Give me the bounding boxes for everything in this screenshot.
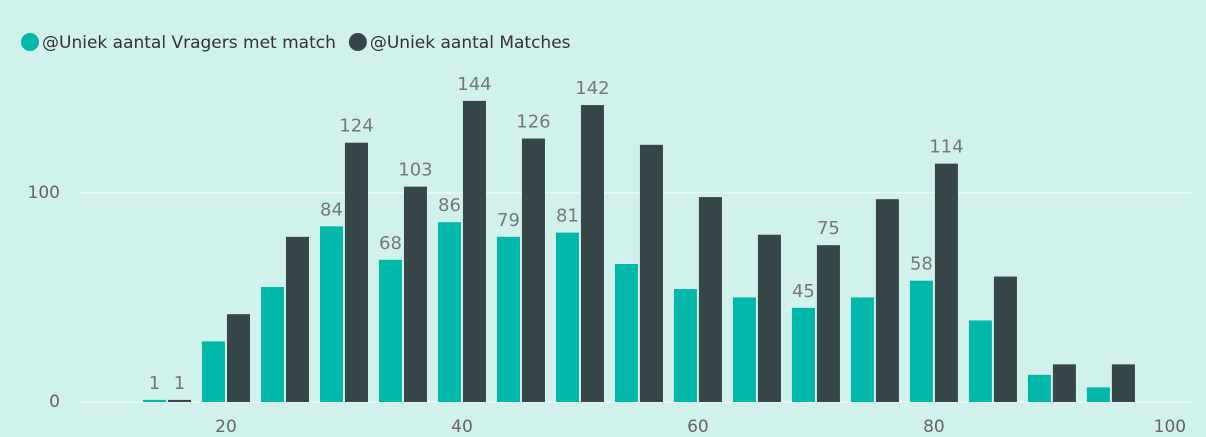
bar [816,245,840,402]
data-label: 1 [174,373,185,394]
bar [201,341,225,402]
x-tick-label: 60 [687,417,709,437]
x-tick-label: 20 [215,417,237,437]
bar [285,236,309,402]
data-label: 126 [516,112,550,133]
bar [344,142,368,402]
data-label: 75 [817,218,840,239]
bar [555,232,579,402]
legend-label: @Uniek aantal Vragers met match [42,33,336,53]
y-tick-label: 100 [28,183,60,203]
bar [142,399,166,402]
data-label: 142 [575,78,609,99]
bar [875,199,899,402]
data-label: 1 [149,373,160,394]
bar [521,138,545,402]
bar [319,226,343,402]
data-label: 81 [556,206,579,227]
bar [993,276,1017,402]
x-tick-label: 40 [451,417,473,437]
data-label: 86 [438,195,461,216]
legend-label: @Uniek aantal Matches [370,33,571,53]
data-label: 114 [929,137,963,158]
data-label: 45 [792,281,815,302]
x-tick-label: 100 [1154,417,1186,437]
data-label: 124 [339,116,373,137]
bar [462,100,486,402]
bar [639,144,663,402]
bar [698,197,722,402]
bar [732,297,756,402]
bar [580,105,604,402]
bar [968,320,992,402]
bar [934,163,958,402]
bar [1111,364,1135,402]
bar [226,314,250,402]
x-tick-label: 80 [923,417,945,437]
bar [437,222,461,402]
data-label: 144 [457,74,491,95]
bar [673,289,697,402]
bar [850,297,874,402]
bar [757,234,781,402]
bar [167,399,192,402]
y-tick-label: 0 [49,392,60,412]
bar [1052,364,1076,402]
legend-swatch [348,33,367,51]
bar [496,236,520,402]
bar [791,307,815,402]
bar [909,280,933,402]
bar [378,259,402,402]
bar [1086,387,1110,402]
data-label: 79 [497,210,520,231]
bar [260,287,284,402]
data-label: 84 [320,199,343,220]
data-label: 103 [398,160,432,181]
bar [1027,374,1051,402]
legend-swatch [21,33,39,51]
data-label: 68 [379,233,402,254]
bar [614,264,638,402]
data-label: 58 [910,254,933,275]
bar [403,186,427,402]
